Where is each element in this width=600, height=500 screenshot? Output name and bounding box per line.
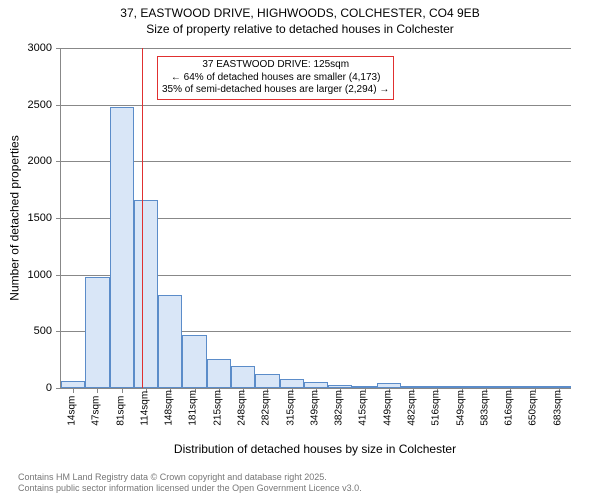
y-tick-label: 500 <box>2 325 52 337</box>
x-tick-label: 14sqm <box>67 401 78 425</box>
histogram-bar <box>61 381 85 388</box>
chart-plot-area: 37 EASTWOOD DRIVE: 125sqm ← 64% of detac… <box>60 48 571 389</box>
histogram-bar <box>182 335 206 388</box>
y-tick-label: 2000 <box>2 155 52 167</box>
histogram-bar <box>134 200 158 388</box>
x-tick-label: 349sqm <box>309 401 320 425</box>
histogram-bar <box>255 374 279 388</box>
x-tick-label: 415sqm <box>358 401 369 425</box>
x-axis-title: Distribution of detached houses by size … <box>60 442 570 456</box>
histogram-bar <box>207 359 231 388</box>
titles: 37, EASTWOOD DRIVE, HIGHWOODS, COLCHESTE… <box>0 0 600 37</box>
histogram-bar <box>280 379 304 388</box>
x-tick-label: 114sqm <box>139 401 150 425</box>
x-tick-label: 449sqm <box>382 401 393 425</box>
chart-container: 37, EASTWOOD DRIVE, HIGHWOODS, COLCHESTE… <box>0 0 600 500</box>
x-tick-label: 47sqm <box>91 401 102 425</box>
x-tick-label: 650sqm <box>528 401 539 425</box>
annotation-box: 37 EASTWOOD DRIVE: 125sqm ← 64% of detac… <box>157 56 394 100</box>
histogram-bar <box>158 295 182 388</box>
x-tick-label: 81sqm <box>115 401 126 425</box>
x-tick-labels: 14sqm 47sqm 81sqm 114sqm 148sqm 181sqm 215sqm 2… <box>60 390 570 440</box>
x-tick-label: 282sqm <box>261 401 272 425</box>
y-tick-label: 2500 <box>2 99 52 111</box>
x-tick-label: 683sqm <box>552 401 563 425</box>
histogram-bar <box>231 366 255 388</box>
histogram-bar <box>110 107 134 388</box>
title-line-1: 37, EASTWOOD DRIVE, HIGHWOODS, COLCHESTE… <box>0 6 600 22</box>
x-tick-label: 516sqm <box>431 401 442 425</box>
annotation-line-3: 35% of semi-detached houses are larger (… <box>162 84 389 97</box>
y-ticks: 050010001500200025003000 <box>0 48 56 388</box>
y-tick-label: 1500 <box>2 212 52 224</box>
x-tick-label: 248sqm <box>237 401 248 425</box>
y-tick-label: 1000 <box>2 269 52 281</box>
x-tick-label: 148sqm <box>164 401 175 425</box>
x-tick-label: 616sqm <box>504 401 515 425</box>
title-line-2: Size of property relative to detached ho… <box>0 22 600 38</box>
x-tick-label: 382sqm <box>334 401 345 425</box>
annotation-line-1: 37 EASTWOOD DRIVE: 125sqm <box>162 59 389 72</box>
x-tick-label: 583sqm <box>479 401 490 425</box>
footer-line-2: Contains public sector information licen… <box>18 483 362 494</box>
x-tick-label: 549sqm <box>455 401 466 425</box>
annotation-line-2: ← 64% of detached houses are smaller (4,… <box>162 72 389 85</box>
x-tick-label: 215sqm <box>212 401 223 425</box>
y-tick-label: 0 <box>2 382 52 394</box>
y-tick-label: 3000 <box>2 42 52 54</box>
x-tick-label: 315sqm <box>285 401 296 425</box>
reference-line <box>142 48 143 388</box>
x-tick-label: 482sqm <box>407 401 418 425</box>
footer-attribution: Contains HM Land Registry data © Crown c… <box>18 472 362 495</box>
footer-line-1: Contains HM Land Registry data © Crown c… <box>18 472 362 483</box>
histogram-bar <box>85 277 109 388</box>
x-tick-label: 181sqm <box>188 401 199 425</box>
